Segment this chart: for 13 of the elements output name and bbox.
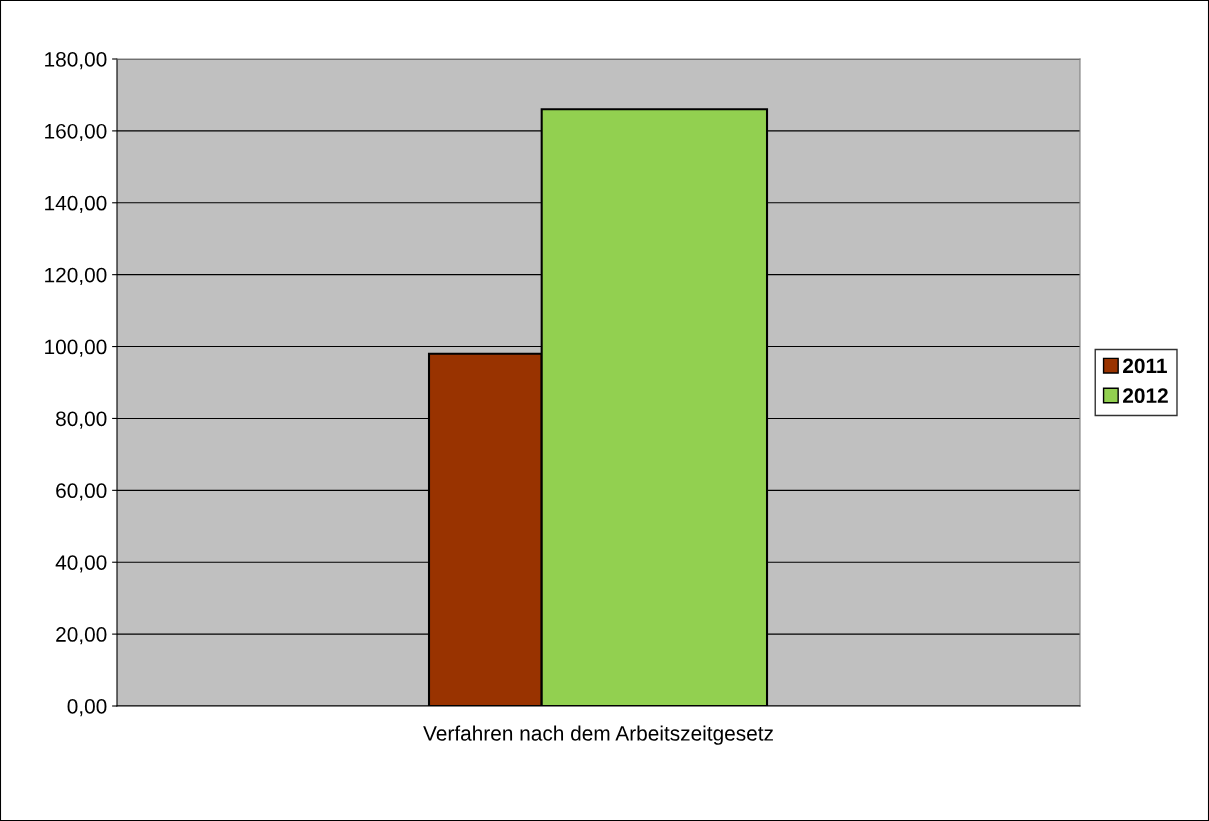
legend-label: 2012	[1123, 388, 1168, 404]
y-tick-label: 160,00	[45, 123, 107, 142]
y-tick-label: 120,00	[45, 267, 107, 285]
y-tick-label: 100,00	[45, 339, 107, 357]
y-tick-label: 0,00	[67, 699, 107, 717]
y-tick-label: 60,00	[56, 483, 107, 501]
y-tick-label: 40,00	[55, 555, 107, 573]
y-tick-label: 140,00	[45, 195, 107, 213]
y-tick-label: 80,00	[56, 411, 107, 429]
x-tick-label: Verfahren nach dem Arbeitszeitgesetz	[423, 725, 773, 745]
y-tick-label: 20,00	[56, 627, 107, 645]
y-tick-label: 180,00	[45, 52, 107, 70]
legend-label: 2011	[1123, 358, 1167, 374]
